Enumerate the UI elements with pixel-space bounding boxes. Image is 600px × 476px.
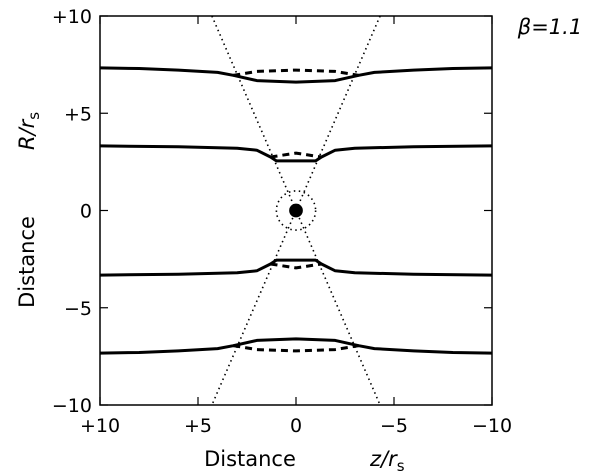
y-tick-label: −5 bbox=[64, 298, 92, 320]
dotted-circle bbox=[275, 190, 317, 231]
x-symbol-sub: s bbox=[397, 457, 405, 475]
annotation: β=1.1 bbox=[517, 15, 582, 39]
x-tick-label: 0 bbox=[290, 415, 302, 437]
series-line-dotted bbox=[211, 15, 381, 406]
x-axis-label: Distance bbox=[204, 447, 296, 471]
y-axis-label: Distance bbox=[15, 216, 39, 308]
series-line-dashed bbox=[270, 262, 322, 270]
y-tick-label: +10 bbox=[52, 6, 92, 28]
y-axis-symbol: R/rs bbox=[15, 112, 43, 150]
y-tick-label: 0 bbox=[80, 201, 92, 223]
x-tick-label: −5 bbox=[380, 415, 408, 437]
x-tick-label: −10 bbox=[472, 415, 512, 437]
y-tick-label: −10 bbox=[52, 395, 92, 417]
series-line-dotted bbox=[211, 15, 381, 406]
y-symbol-sub: s bbox=[25, 112, 43, 120]
series-line-dashed bbox=[233, 68, 359, 77]
series-line-dashed bbox=[270, 151, 322, 159]
x-tick-label: +10 bbox=[80, 415, 120, 437]
series-line-solid bbox=[99, 337, 493, 355]
x-tick-label: +5 bbox=[184, 415, 212, 437]
central-dot bbox=[289, 203, 303, 218]
series-line-solid bbox=[99, 66, 493, 84]
series-line-solid bbox=[99, 144, 493, 163]
series-line-solid bbox=[99, 258, 493, 277]
x-symbol-main: z/r bbox=[369, 447, 398, 471]
series-line-dashed bbox=[233, 344, 359, 353]
y-symbol-main: R/r bbox=[15, 118, 39, 150]
x-axis-symbol: z/rs bbox=[369, 447, 405, 475]
y-tick-label: +5 bbox=[64, 103, 92, 125]
